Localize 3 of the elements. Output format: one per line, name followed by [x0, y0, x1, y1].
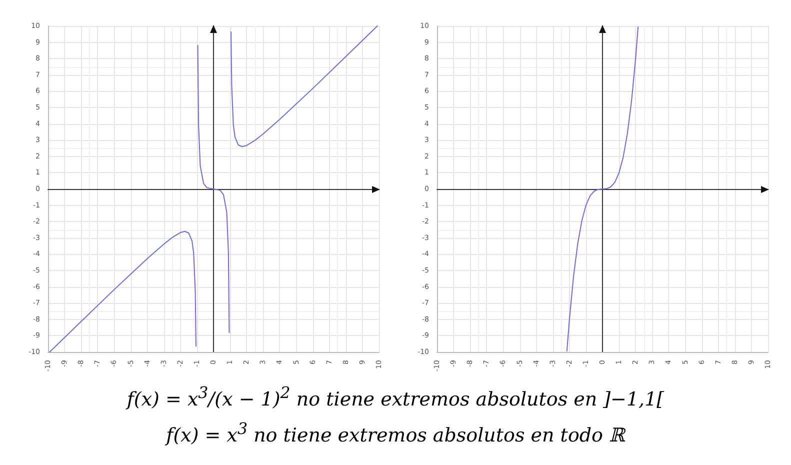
text: f(x) = x$^{3}$/(x − 1)$^{2}$ no tiene extremos absolutos en ]−1,1[ [124, 382, 666, 412]
text: f(x) = x$^{3}$ no tiene extremos absolutos en todo ℝ [164, 418, 626, 449]
line-series [566, 26, 639, 352]
